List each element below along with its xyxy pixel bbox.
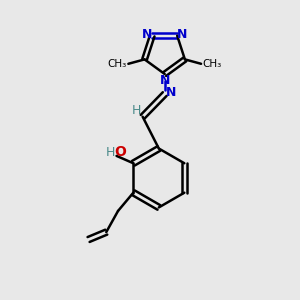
Text: N: N [166, 86, 177, 99]
Text: H: H [106, 146, 115, 159]
Text: H: H [131, 104, 141, 117]
Text: N: N [177, 28, 188, 41]
Text: O: O [114, 145, 126, 159]
Text: N: N [160, 74, 170, 87]
Text: CH₃: CH₃ [202, 59, 222, 69]
Text: N: N [142, 28, 152, 41]
Text: CH₃: CH₃ [108, 59, 127, 69]
